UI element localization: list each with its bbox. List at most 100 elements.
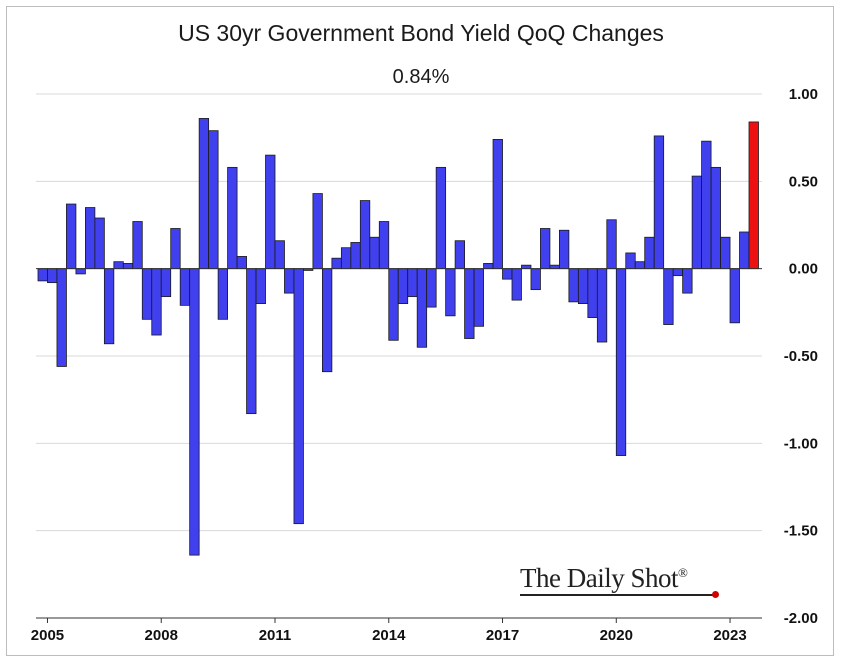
- bar: [132, 221, 143, 270]
- y-tick-label: -1.00: [784, 435, 818, 452]
- y-tick-label: 0.50: [789, 173, 818, 190]
- logo-text: The Daily Shot: [520, 563, 678, 593]
- x-tick-label: 2005: [31, 627, 64, 644]
- bar: [653, 135, 665, 270]
- bar: [246, 268, 257, 415]
- bar: [606, 219, 617, 270]
- chart-title: US 30yr Government Bond Yield QoQ Change…: [178, 20, 664, 46]
- bar: [445, 268, 456, 317]
- x-axis-labels: 2005 2008 2011 2014 2017 2020 2023: [31, 627, 747, 644]
- bar: [179, 268, 191, 306]
- bar: [511, 268, 522, 301]
- bar: [312, 193, 323, 270]
- bar: [596, 268, 608, 343]
- x-tick-label: 2017: [486, 627, 519, 644]
- bar: [540, 228, 551, 270]
- bar: [644, 236, 655, 270]
- bar: [577, 268, 589, 305]
- bar: [94, 217, 105, 270]
- bar: [435, 166, 447, 270]
- bar: [217, 268, 228, 320]
- bar: [47, 268, 58, 284]
- bar: [170, 228, 181, 270]
- bar: [682, 268, 693, 294]
- bar: [208, 130, 219, 270]
- bar: [521, 264, 532, 270]
- bar: [227, 166, 238, 270]
- bar: [198, 118, 210, 270]
- bar: [691, 175, 702, 270]
- bar: [66, 203, 77, 270]
- x-tick-label: 2020: [600, 627, 633, 644]
- bar: [473, 268, 484, 327]
- bar: [331, 257, 342, 270]
- bar: [160, 268, 172, 298]
- gridlines: [36, 93, 762, 619]
- bar: [56, 268, 67, 367]
- bar: [369, 236, 380, 270]
- y-tick-label: 1.00: [789, 86, 818, 103]
- x-tick-label: 2008: [145, 627, 178, 644]
- bar: [464, 268, 475, 339]
- bar: [122, 263, 134, 270]
- bar: [729, 268, 740, 324]
- bar: [625, 252, 636, 270]
- y-tick-label: -0.50: [784, 348, 818, 365]
- bar: [141, 268, 153, 320]
- bar: [359, 200, 371, 270]
- bar: [85, 207, 96, 270]
- bar: [663, 268, 674, 325]
- bar: [397, 268, 409, 305]
- bars: [37, 118, 759, 556]
- bar: [634, 261, 646, 270]
- axes: [36, 268, 762, 623]
- x-tick-label: 2011: [259, 627, 292, 644]
- bar: [388, 268, 399, 341]
- bar: [321, 268, 333, 373]
- daily-shot-logo: The Daily Shot®: [520, 563, 688, 594]
- bar: [350, 242, 361, 270]
- bar: [407, 268, 418, 298]
- bar: [103, 268, 115, 345]
- y-tick-label: -2.00: [784, 610, 818, 627]
- y-tick-label: -1.50: [784, 523, 818, 540]
- logo-underline: [520, 594, 715, 596]
- bar: [672, 268, 684, 277]
- bar: [568, 268, 579, 303]
- bar: [426, 268, 437, 308]
- y-axis-labels: 1.00 0.50 0.00 -0.50 -1.00 -1.50 -2.00: [784, 86, 818, 627]
- y-tick-label: 0.00: [789, 261, 818, 278]
- bar: [189, 268, 200, 556]
- bar: [454, 240, 465, 270]
- bar: [274, 240, 285, 270]
- bar: [378, 221, 390, 270]
- bar: [587, 268, 598, 318]
- bar: [151, 268, 162, 336]
- bar: [483, 263, 494, 270]
- bar: [416, 268, 428, 348]
- bar: [701, 140, 712, 270]
- chart-annotation: 0.84%: [392, 66, 450, 88]
- bar: [236, 256, 247, 270]
- logo-registered-mark: ®: [677, 565, 688, 580]
- x-tick-label: 2023: [713, 627, 746, 644]
- bar: [284, 268, 295, 294]
- bar: [37, 268, 48, 282]
- bar: [113, 261, 124, 270]
- bar: [340, 247, 352, 270]
- bar: [739, 231, 750, 270]
- bar: [265, 154, 276, 270]
- bar: [720, 236, 731, 270]
- x-tick-label: 2014: [372, 627, 406, 644]
- bar-latest: [748, 121, 759, 270]
- bar: [559, 229, 570, 270]
- bar: [492, 139, 503, 270]
- bar: [75, 268, 86, 275]
- bar: [293, 268, 304, 525]
- bar: [615, 268, 627, 456]
- logo-dot: [712, 591, 719, 598]
- bar: [255, 268, 266, 305]
- bar: [549, 264, 560, 270]
- bar: [710, 166, 721, 270]
